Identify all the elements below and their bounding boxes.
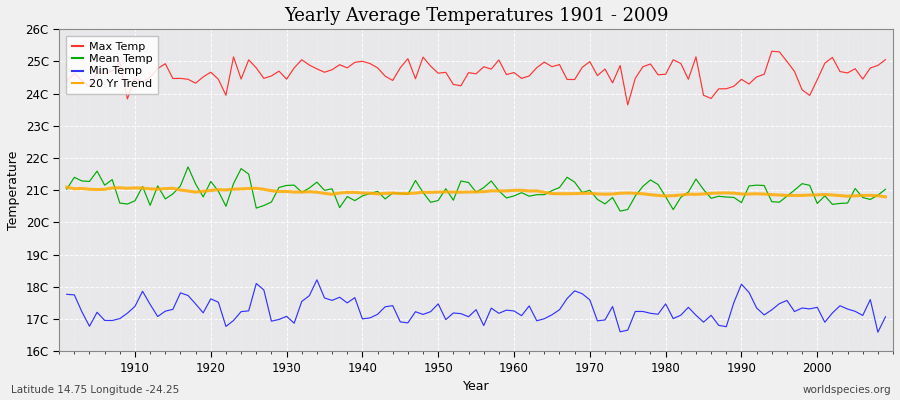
Text: worldspecies.org: worldspecies.org (803, 385, 891, 395)
Title: Yearly Average Temperatures 1901 - 2009: Yearly Average Temperatures 1901 - 2009 (284, 7, 669, 25)
Y-axis label: Temperature: Temperature (7, 150, 20, 230)
Legend: Max Temp, Mean Temp, Min Temp, 20 Yr Trend: Max Temp, Mean Temp, Min Temp, 20 Yr Tre… (67, 36, 158, 94)
X-axis label: Year: Year (463, 380, 490, 393)
Text: Latitude 14.75 Longitude -24.25: Latitude 14.75 Longitude -24.25 (11, 385, 179, 395)
